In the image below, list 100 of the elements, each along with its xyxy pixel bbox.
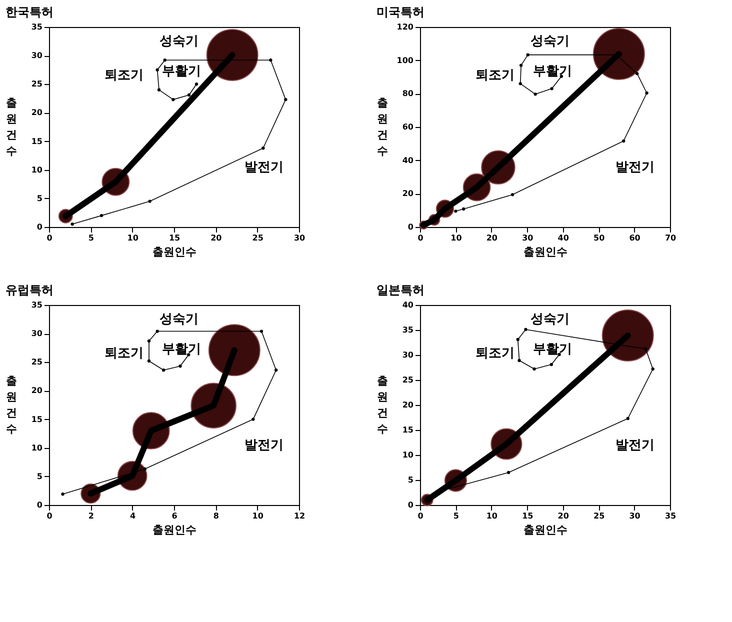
chart-title: 유럽특허 [6,283,54,297]
y-tick-label: 15 [402,426,414,434]
y-tick-label: 60 [402,122,414,132]
x-tick-label: 25 [252,234,264,242]
point [172,98,175,102]
point [518,82,522,86]
point [626,416,630,420]
point [252,418,255,421]
y-tick-label: 25 [31,358,43,367]
annotation: 발전기 [244,160,284,175]
annotation: 발전기 [616,160,654,175]
annotation: 성숙기 [530,34,570,49]
point [143,467,146,471]
point [100,214,104,218]
point [163,58,166,62]
annotation: 부활기 [162,64,201,79]
point [148,200,152,203]
point [516,338,520,342]
x-tick-label: 10 [127,234,139,242]
x-tick-label: 30 [629,512,641,520]
point [187,93,191,97]
annotation: 퇴조기 [476,68,514,83]
y-tick-label: 35 [402,326,414,334]
y-tick-label: 30 [31,329,43,338]
y-tick-label: 15 [31,414,43,424]
point [622,139,626,143]
point [524,328,528,332]
y-tick-label: 10 [31,443,43,452]
y-tick-label: 35 [31,22,43,32]
point [636,72,639,76]
x-tick-label: 4 [130,512,136,520]
point [162,368,166,372]
x-tick-label: 5 [88,234,94,242]
x-tick-label: 6 [172,512,178,520]
point [70,222,74,226]
x-axis-title: 출원인수 [152,524,196,536]
x-tick-label: 35 [664,512,676,520]
y-tick-label: 5 [36,472,43,481]
x-tick-label: 20 [558,512,570,520]
point [284,98,288,102]
x-tick-label: 20 [486,234,498,242]
point [518,358,521,362]
annotation: 발전기 [244,438,284,453]
point [506,470,510,474]
x-tick-label: 50 [594,234,606,242]
y-tick-label: 25 [402,376,414,384]
y-tick-label: 40 [402,300,414,310]
point [61,492,64,496]
annotation: 성숙기 [160,312,198,327]
y-tick-label: 20 [402,189,414,198]
point [645,91,648,95]
x-tick-label: 12 [294,512,306,520]
point [550,362,554,366]
point [147,339,151,343]
point [510,193,514,196]
point [462,207,466,211]
y-tick-label: 0 [408,500,414,510]
y-tick-label: 30 [402,350,414,360]
x-tick-label: 20 [210,234,222,242]
x-tick-label: 25 [594,512,606,520]
y-tick-label: 0 [408,222,414,232]
point [550,87,554,90]
x-tick-label: 2 [88,512,94,520]
point [156,330,159,333]
x-axis-title: 출원인수 [524,524,568,536]
point [526,53,530,56]
y-tick-label: 5 [36,194,43,203]
point [519,64,523,67]
point [194,82,198,86]
annotation: 퇴조기 [104,346,144,361]
point [260,330,264,333]
y-tick-label: 0 [36,222,43,232]
y-axis-title: 출원건수 [377,96,388,158]
point [274,368,278,372]
x-tick-label: 10 [450,234,462,242]
x-tick-label: 60 [629,234,641,242]
y-tick-label: 20 [402,400,414,410]
x-tick-label: 5 [453,512,460,520]
x-tick-label: 15 [168,234,180,242]
point [651,367,654,371]
annotation: 부활기 [533,64,572,79]
chart-title: 일본특허 [376,283,424,297]
point [644,347,648,351]
x-tick-label: 40 [558,234,570,242]
x-tick-label: 70 [664,234,676,242]
y-tick-label: 120 [396,22,414,32]
annotation: 성숙기 [160,34,198,49]
point [454,210,458,213]
y-axis-title: 출원건수 [6,96,17,158]
x-tick-label: 0 [46,512,53,520]
point [156,68,159,72]
x-tick-label: 30 [294,234,306,242]
annotation: 퇴조기 [104,68,144,83]
x-tick-label: 10 [252,512,264,520]
annotation: 발전기 [616,438,654,453]
point [262,146,265,150]
y-tick-label: 10 [402,450,414,460]
y-tick-label: 20 [31,108,43,118]
x-axis-title: 출원인수 [152,246,196,258]
annotation: 퇴조기 [476,346,514,361]
